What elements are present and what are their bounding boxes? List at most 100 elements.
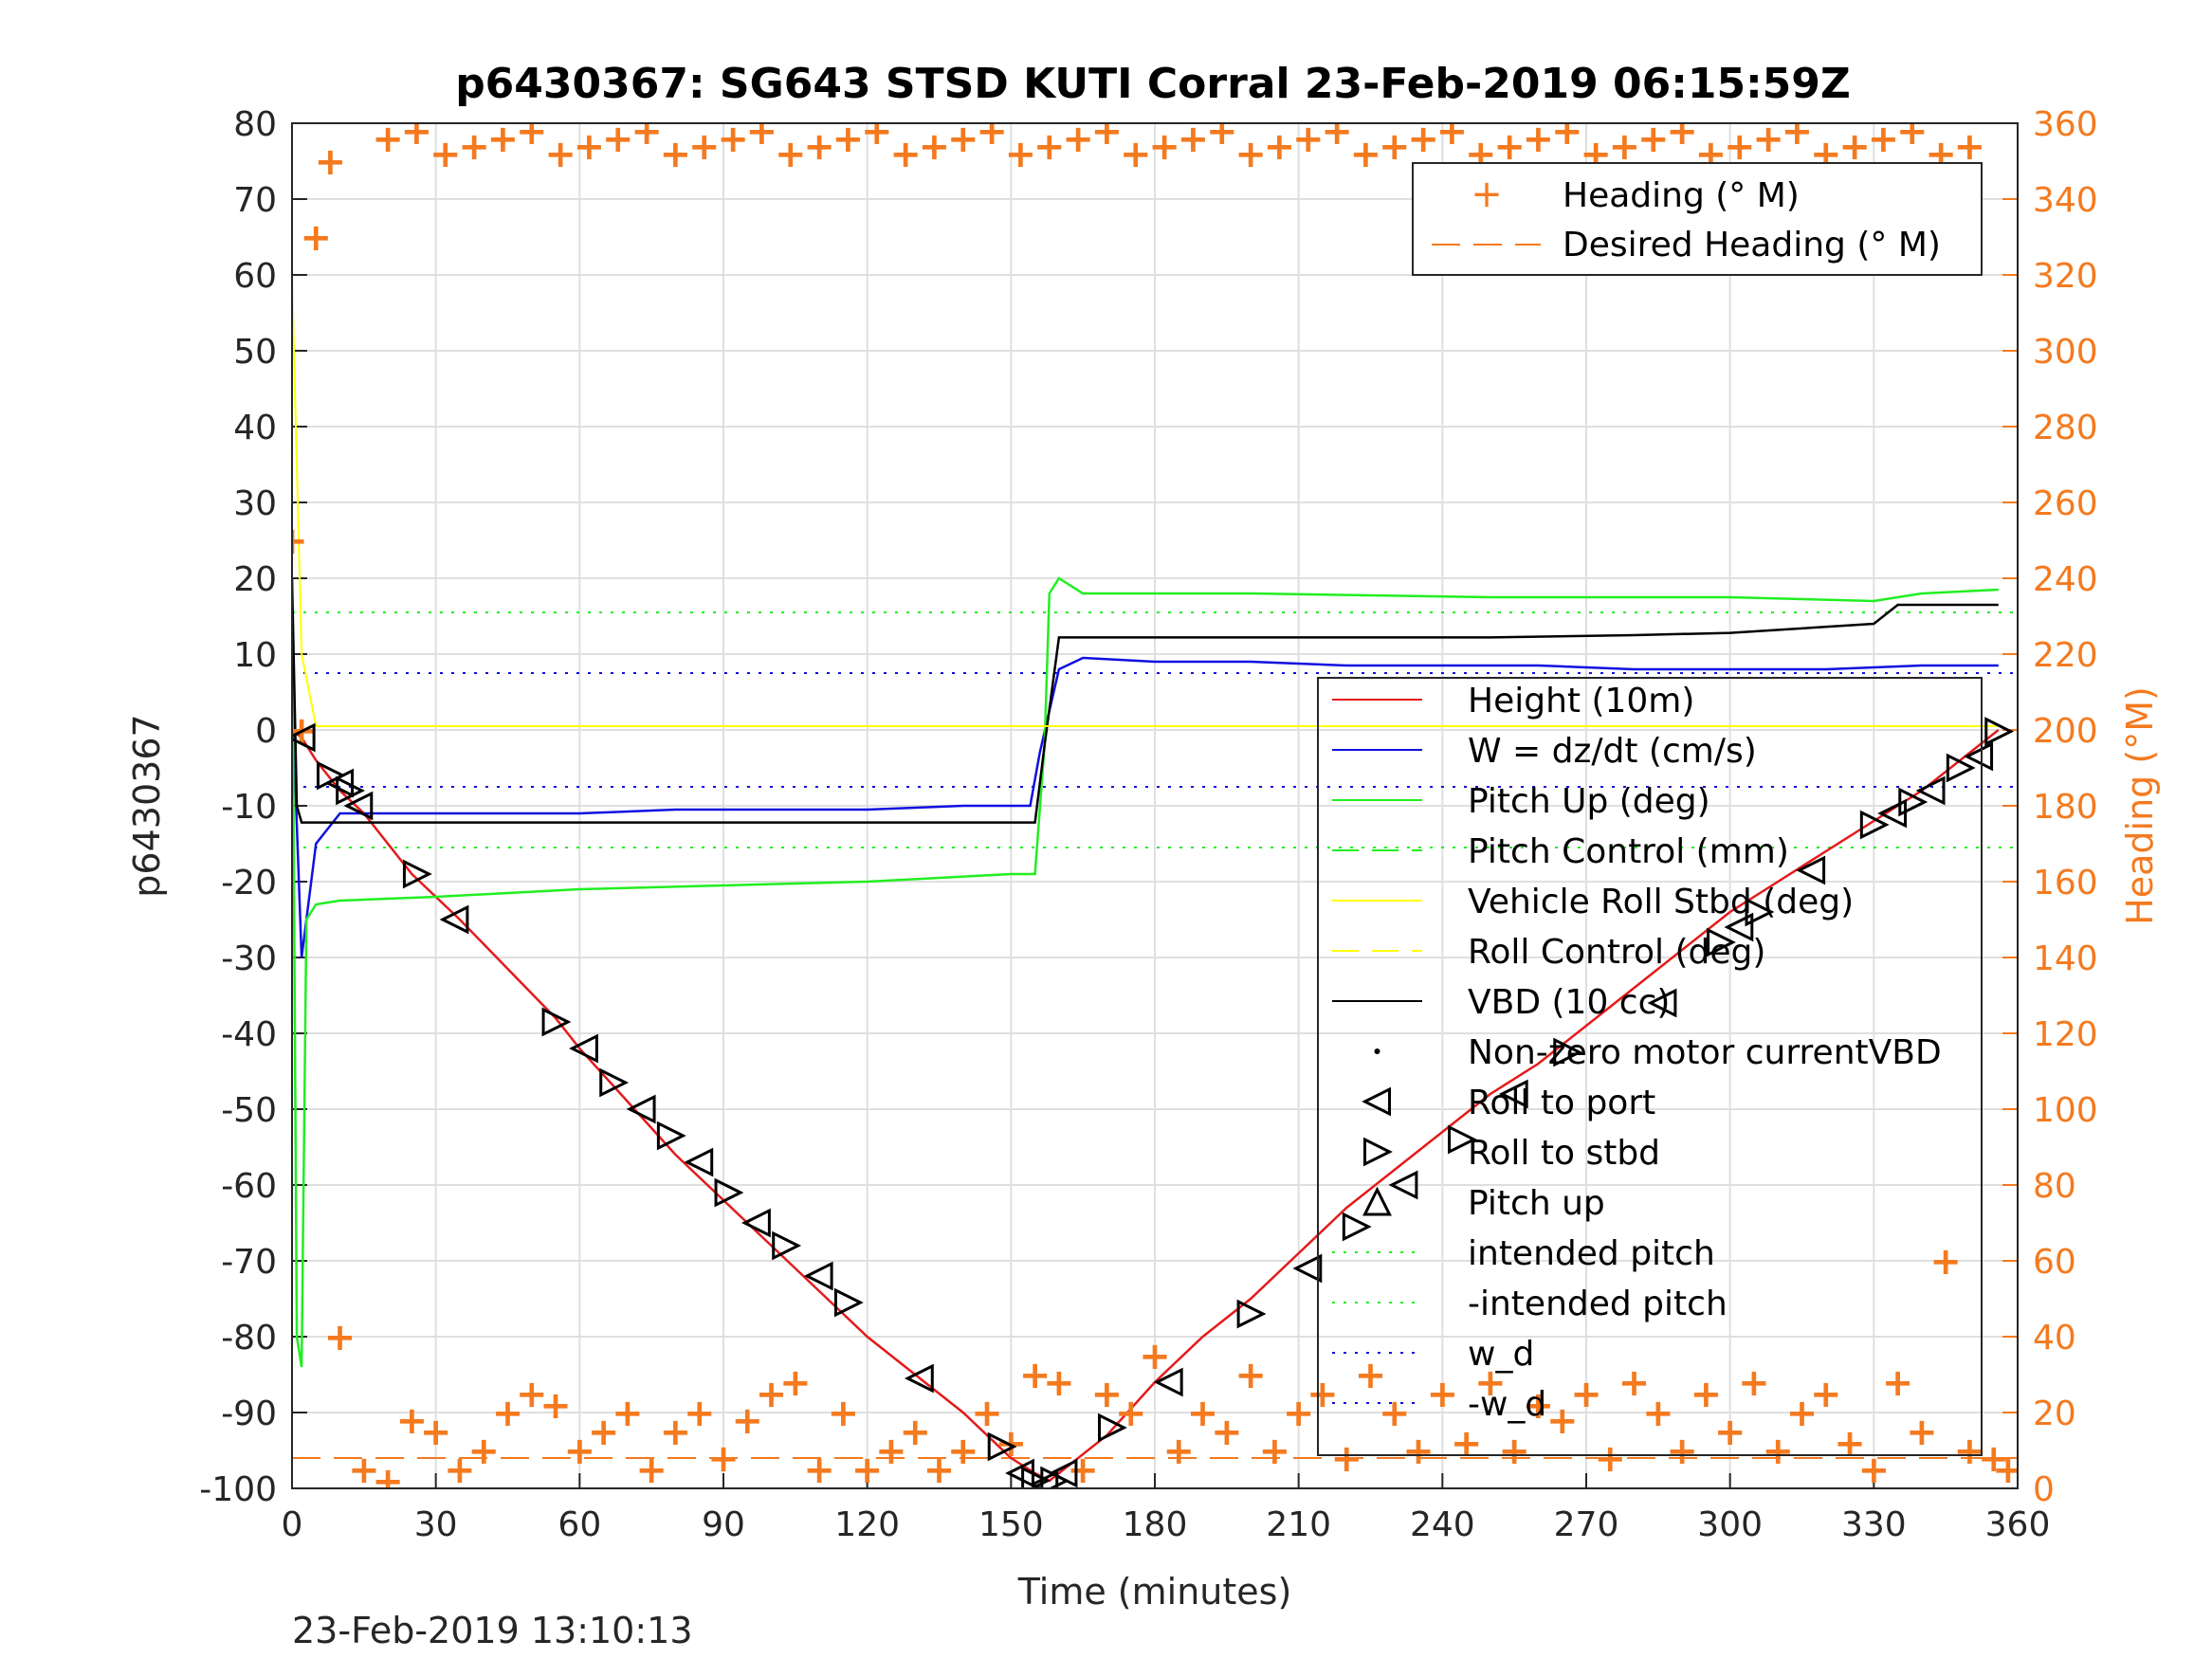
- y-tick-label-13: 30: [233, 484, 277, 523]
- y-tick-label-17: 70: [233, 181, 277, 220]
- roll-marker-41: [1898, 787, 1929, 817]
- heading-point-53: +: [1498, 1430, 1530, 1473]
- y-right-tick-label-6: 120: [2033, 1015, 2098, 1054]
- heading-point-35: +: [1067, 1449, 1099, 1492]
- x-tick-labels: 0 30 60 90 120 150 180 210 240 270 300 330 360: [282, 1505, 2051, 1544]
- roll-marker-17: [833, 1287, 864, 1318]
- heading-point-7: +: [396, 1399, 429, 1443]
- heading-point-5: +: [348, 1449, 380, 1492]
- x-tick-label-2: 60: [558, 1505, 601, 1544]
- y-tick-label-1: -90: [221, 1395, 277, 1433]
- roll-marker-4: [343, 791, 374, 821]
- heading-point-60: +: [1666, 1430, 1698, 1473]
- heading-point-63: +: [1738, 1361, 1770, 1405]
- heading-top-point-38: +: [458, 125, 490, 169]
- x-tick-label-8: 240: [1410, 1505, 1475, 1544]
- legend-main-marker-10: [1362, 1186, 1392, 1216]
- heading-top-point-152: +: [1005, 133, 1037, 176]
- heading-top-point-200: +: [1234, 133, 1267, 176]
- heading-point-70: +: [1906, 1411, 1938, 1454]
- heading-point-29: +: [923, 1449, 956, 1492]
- heading-point-13: +: [539, 1384, 572, 1428]
- heading-point-36: +: [1091, 1373, 1124, 1416]
- heading-top-point-308: +: [1752, 118, 1784, 161]
- heading-top-point-26: +: [401, 110, 433, 154]
- y-tick-label-11: 10: [233, 636, 277, 675]
- heading-top-point-50: +: [516, 110, 548, 154]
- heading-top-point-284: +: [1637, 118, 1670, 161]
- heading-point-67: +: [1834, 1422, 1866, 1466]
- roll-marker-8: [569, 1033, 598, 1064]
- heading-top-point-188: +: [1178, 118, 1210, 161]
- legend-main-label-6: VBD (10 cc): [1468, 983, 1670, 1022]
- heading-point-15: +: [588, 1411, 620, 1454]
- heading-point-47: +: [1355, 1354, 1387, 1397]
- heading-top-point-158: +: [1033, 125, 1066, 169]
- heading-point-30: +: [947, 1430, 979, 1473]
- heading-top-point-146: +: [976, 110, 1008, 154]
- heading-point-0: +: [276, 520, 308, 563]
- y-tick-label-12: 20: [233, 560, 277, 599]
- series-layer: + + + + + + + + + + + + + + + + + + + + + + + + + + + + + + + + + + + + + + + +…: [276, 110, 2024, 1492]
- heading-top-point-44: +: [487, 118, 520, 161]
- heading-point-33: +: [1019, 1354, 1051, 1397]
- y-right-tick-label-4: 80: [2033, 1167, 2076, 1206]
- x-tick-label-0: 0: [282, 1505, 303, 1544]
- legend-main-label-10: Pitch up: [1468, 1184, 1605, 1223]
- y-right-tick-label-5: 100: [2033, 1091, 2098, 1130]
- roll-marker-32: [1498, 1079, 1528, 1109]
- legend-main-label-5: Roll Control (deg): [1468, 933, 1765, 972]
- heading-point-52: +: [1474, 1361, 1507, 1405]
- heading-point-44: +: [1283, 1392, 1315, 1435]
- roll-marker-44: [1964, 741, 1994, 772]
- x-tick-label-4: 120: [834, 1505, 900, 1544]
- heading-point-71: +: [1929, 1240, 1962, 1284]
- y-tick-label-8: -20: [221, 864, 277, 902]
- heading-point-55: +: [1546, 1399, 1579, 1443]
- roll-marker-18: [904, 1363, 934, 1394]
- roll-marker-31: [1448, 1124, 1477, 1155]
- heading-point-72: +: [1954, 1430, 1986, 1473]
- heading-point-4: +: [324, 1316, 356, 1359]
- y-right-tick-label-0: 0: [2033, 1470, 2055, 1509]
- y-right-tick-label-15: 300: [2033, 333, 2098, 372]
- legend-main-marker-8: [1362, 1086, 1391, 1117]
- legend-main-label-8: Roll to port: [1468, 1084, 1655, 1122]
- heading-top-point-338: +: [1896, 110, 1929, 154]
- chart-title: p6430367: SG643 STSD KUTI Corral 23-Feb-…: [455, 60, 1851, 108]
- heading-point-21: +: [732, 1399, 764, 1443]
- x-tick-label-5: 150: [978, 1505, 1044, 1544]
- legend-heading-label: Heading (° M): [1563, 176, 1800, 215]
- heading-point-3: +: [315, 140, 347, 184]
- roll-marker-28: [1292, 1253, 1323, 1284]
- series-line-2: [292, 576, 1999, 1368]
- heading-top-point-62: +: [574, 125, 606, 169]
- heading-point-58: +: [1618, 1361, 1651, 1405]
- heading-top-point-332: +: [1868, 118, 1900, 161]
- footer-timestamp: 23-Feb-2019 13:10:13: [292, 1610, 693, 1651]
- heading-point-24: +: [803, 1449, 835, 1492]
- heading-point-73: +: [1978, 1437, 2010, 1481]
- heading-top-point-314: +: [1782, 110, 1814, 154]
- heading-point-18: +: [660, 1411, 692, 1454]
- heading-top-point-224: +: [1350, 133, 1382, 176]
- heading-top-point-74: +: [631, 110, 663, 154]
- y-right-tick-label-11: 220: [2033, 636, 2098, 675]
- heading-point-61: +: [1691, 1373, 1723, 1416]
- roll-marker-26: [1153, 1367, 1183, 1397]
- heading-point-74: +: [1992, 1449, 2024, 1492]
- y-right-tick-label-12: 240: [2033, 560, 2098, 599]
- heading-top-point-326: +: [1838, 125, 1871, 169]
- heading-top-point-56: +: [544, 133, 576, 176]
- roll-marker-40: [1877, 798, 1908, 829]
- heading-point-62: +: [1714, 1411, 1746, 1454]
- heading-point-25: +: [828, 1392, 860, 1435]
- heading-top-point-140: +: [947, 118, 979, 161]
- heading-top-point-194: +: [1206, 110, 1238, 154]
- heading-point-43: +: [1259, 1430, 1291, 1473]
- heading-point-2: +: [301, 216, 333, 260]
- heading-point-49: +: [1402, 1430, 1435, 1473]
- heading-point-54: +: [1523, 1384, 1555, 1428]
- heading-point-10: +: [467, 1430, 500, 1473]
